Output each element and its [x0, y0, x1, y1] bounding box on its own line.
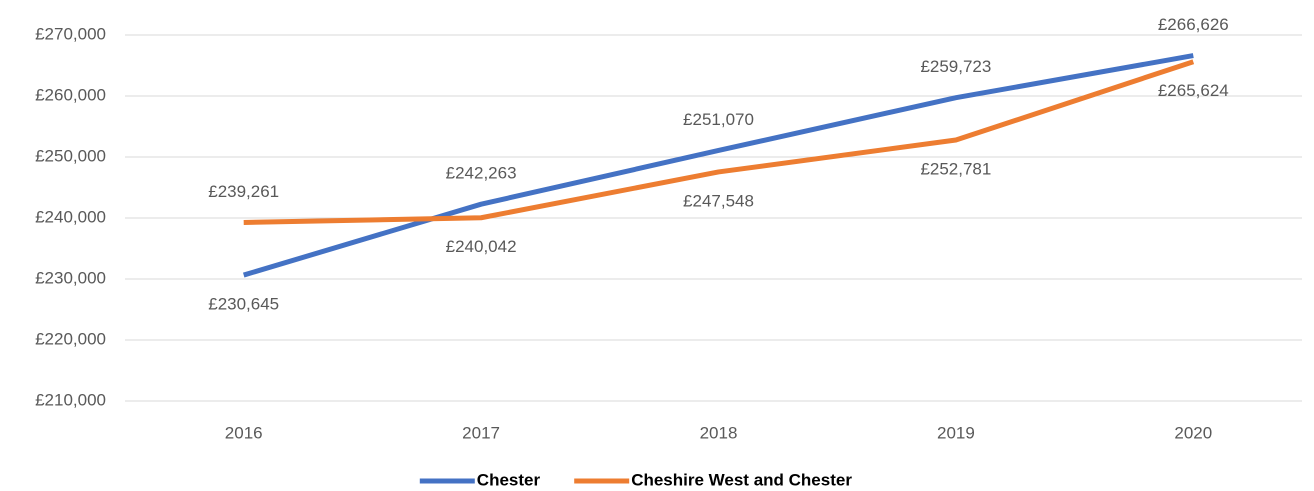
data-label: £259,723: [920, 57, 991, 76]
data-label: £266,626: [1158, 15, 1229, 34]
y-tick-label: £230,000: [35, 268, 106, 287]
y-tick-label: £270,000: [35, 24, 106, 43]
legend-text: Cheshire West and Chester: [631, 470, 852, 489]
data-label: £240,042: [446, 237, 517, 256]
y-tick-label: £250,000: [35, 146, 106, 165]
data-label: £251,070: [683, 110, 754, 129]
x-tick-label: 2017: [462, 423, 500, 442]
data-label: £252,781: [920, 160, 991, 179]
y-tick-label: £260,000: [35, 85, 106, 104]
line-series: [242, 53, 1194, 278]
legend-text: Chester: [477, 470, 541, 489]
data-label: £247,548: [683, 191, 754, 210]
data-label: £230,645: [208, 295, 279, 314]
x-tick-label: 2020: [1174, 423, 1212, 442]
y-tick-label: £240,000: [35, 207, 106, 226]
x-tick-label: 2019: [937, 423, 975, 442]
x-tick-label: 2018: [700, 423, 738, 442]
data-label: £242,263: [446, 164, 517, 183]
data-label: £265,624: [1158, 81, 1229, 100]
x-tick-label: 2016: [225, 423, 263, 442]
line-series: [243, 59, 1195, 226]
y-tick-label: £220,000: [35, 329, 106, 348]
y-tick-label: £210,000: [35, 390, 106, 409]
data-label: £239,261: [208, 182, 279, 201]
